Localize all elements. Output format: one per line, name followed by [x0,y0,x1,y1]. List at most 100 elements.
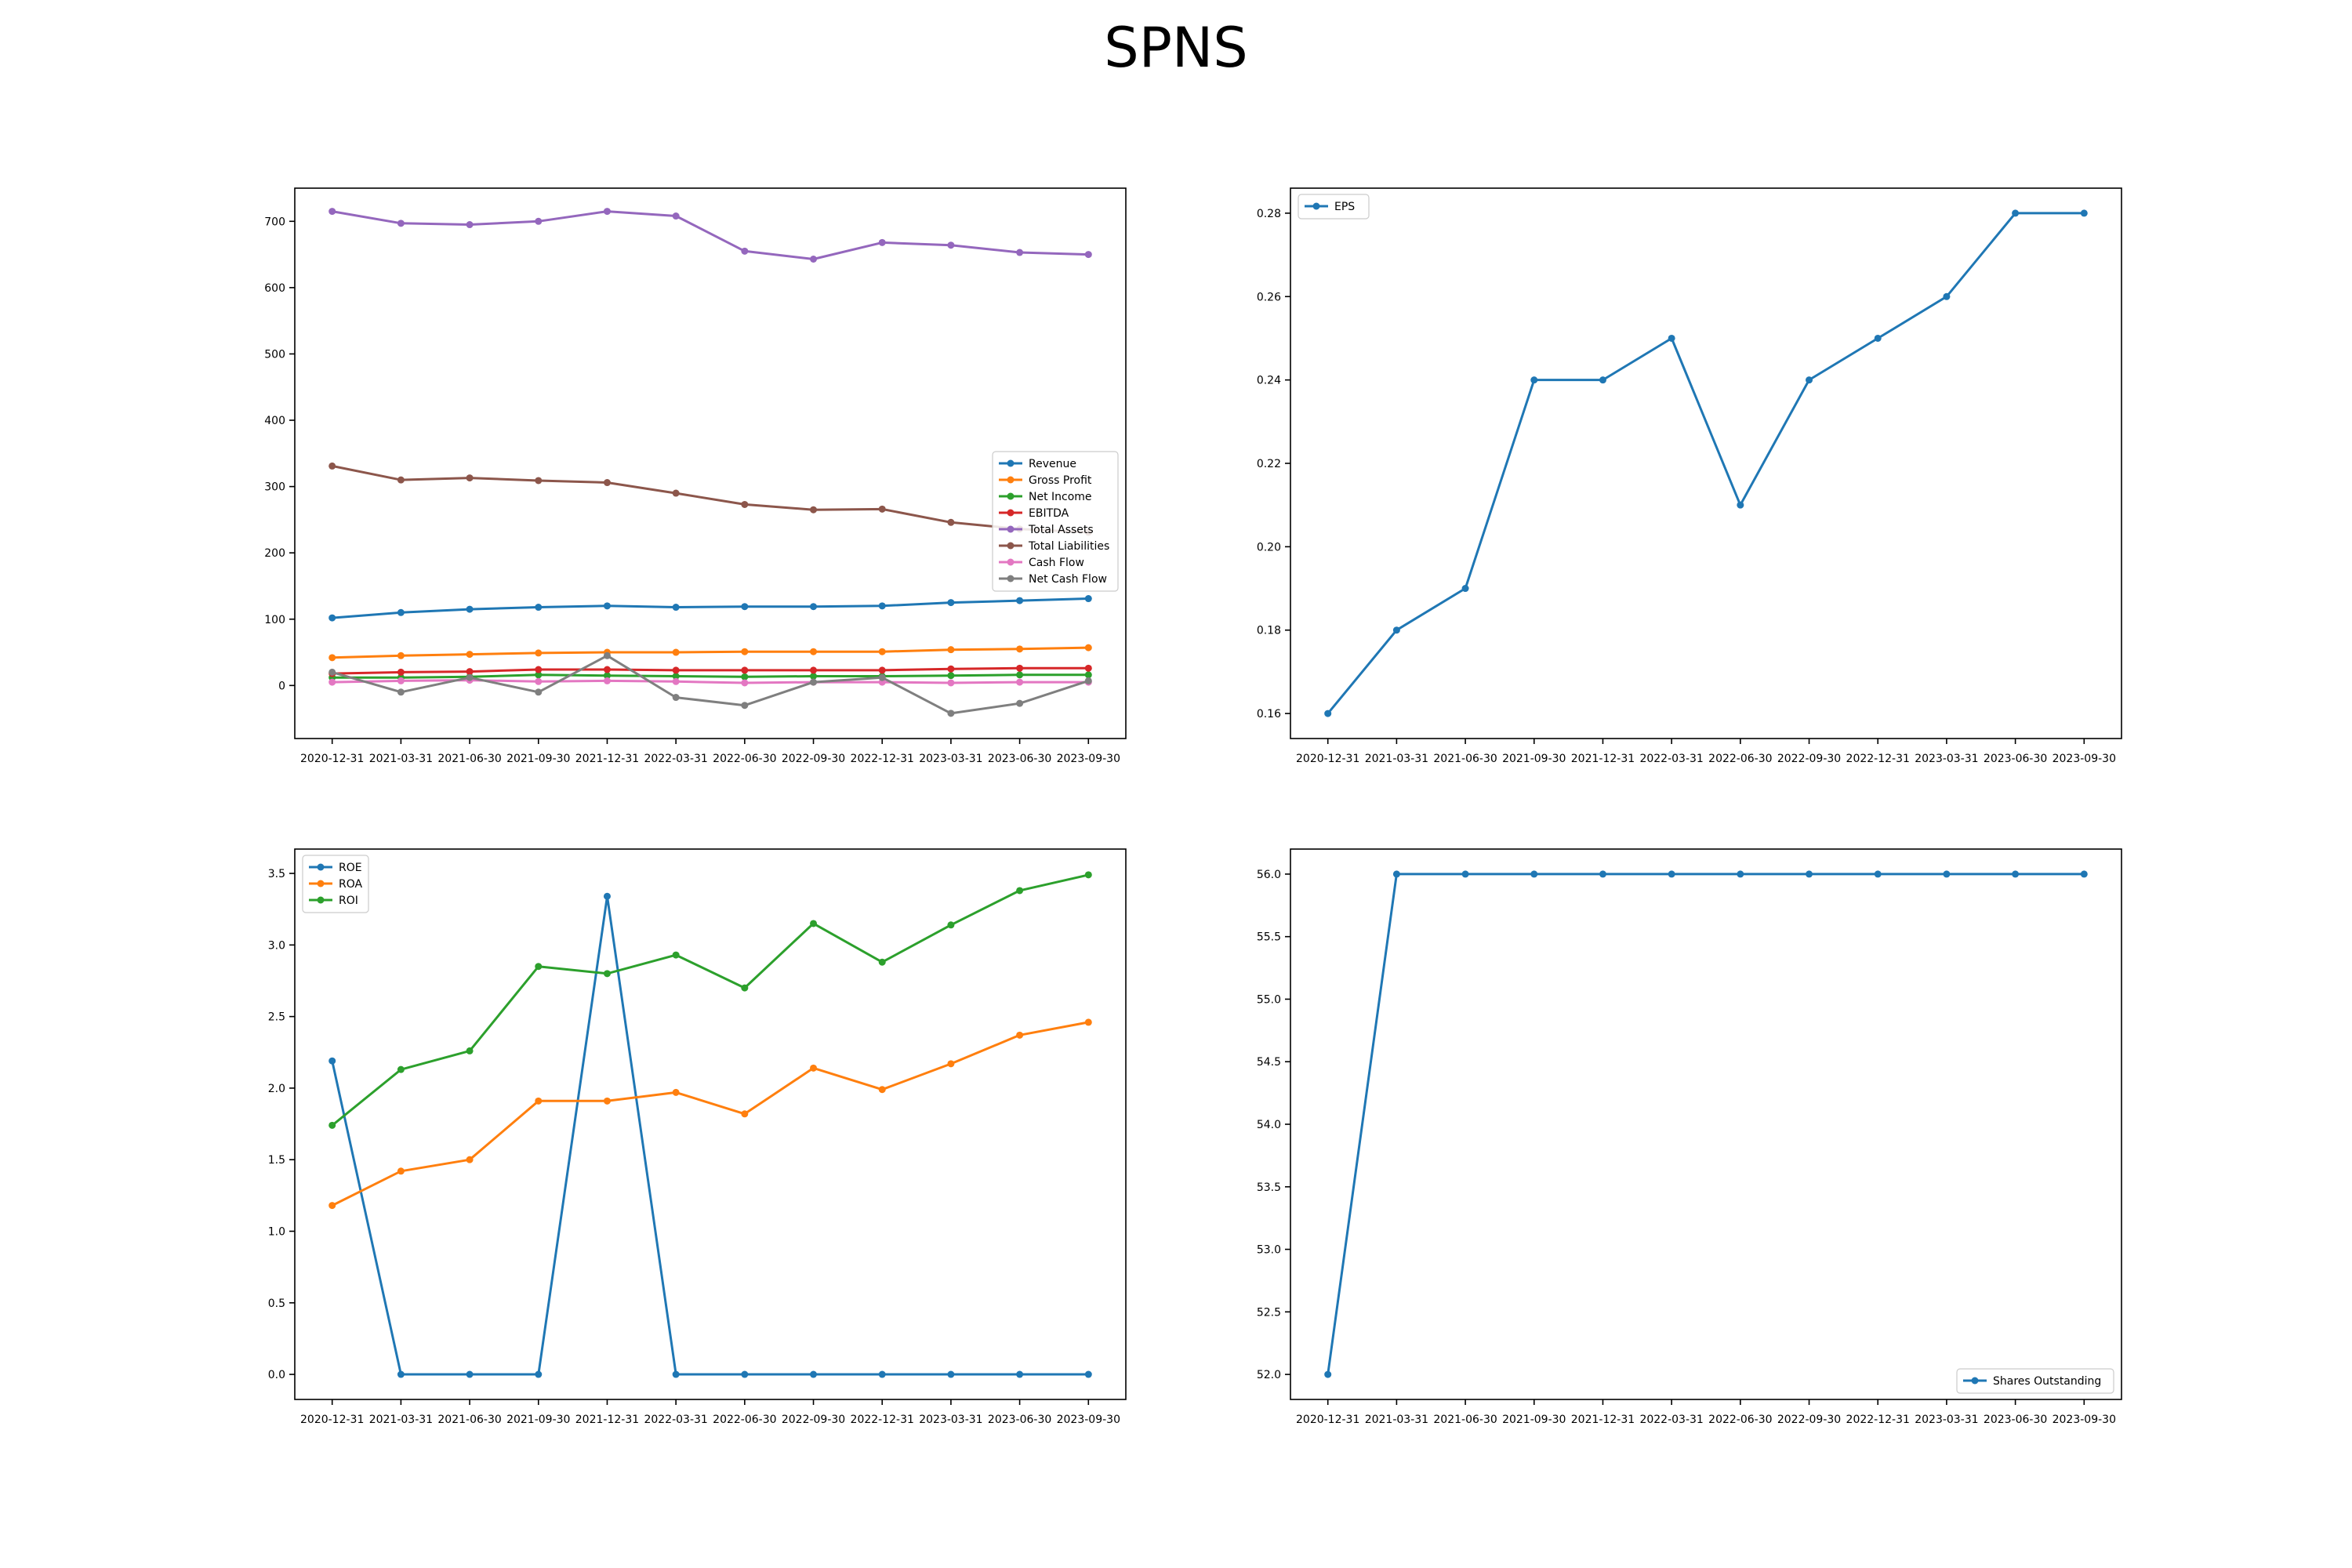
x-tick-label: 2021-12-31 [1571,1414,1635,1426]
data-point [810,1064,818,1072]
x-tick-label: 2021-03-31 [369,1414,433,1426]
data-point [741,984,749,992]
x-tick-label: 2022-03-31 [1639,753,1703,765]
data-point [672,672,680,680]
data-point [741,500,749,508]
legend-label: Net Income [1029,491,1092,503]
series-line-net-cash-flow [332,654,1089,715]
legend-box [1956,1368,2114,1394]
x-tick-label: 2020-12-31 [300,753,364,765]
y-tick-label: 1.5 [268,1154,285,1167]
data-point [810,506,818,514]
x-tick-label: 2022-12-31 [1846,753,1910,765]
axes-frame [1290,187,2122,739]
data-point [741,666,749,674]
x-tick-label: 2021-06-30 [437,1414,501,1426]
series-line-gross-profit [332,646,1089,659]
x-tick-label: 2023-09-30 [2053,753,2116,765]
data-point [328,614,336,622]
data-point [947,665,955,673]
legend-marker [317,863,325,871]
x-tick-label: 2021-09-30 [506,753,570,765]
data-point [947,599,955,607]
data-point [947,1060,955,1068]
data-point [328,1121,336,1129]
y-tick-label: 0.5 [268,1298,285,1310]
data-point [1324,710,1332,717]
x-tick-label: 2022-09-30 [782,1414,845,1426]
legend-label: EPS [1334,201,1355,213]
data-point [1874,334,1882,342]
data-point [603,1097,611,1105]
data-point [603,672,611,680]
data-point [1016,1031,1024,1039]
x-tick-label: 2022-06-30 [1708,1414,1772,1426]
x-tick-label: 2023-03-31 [1915,753,1978,765]
legend-label: Gross Profit [1029,474,1092,487]
y-tick-label: 53.0 [1257,1244,1281,1257]
data-point [810,603,818,611]
y-tick-label: 2.5 [268,1011,285,1024]
legend-label: Shares Outstanding [1993,1375,2101,1388]
legend-marker [1007,459,1014,467]
data-point [878,238,886,246]
x-tick-label: 2023-03-31 [919,753,982,765]
data-point [603,677,611,684]
data-point [741,603,749,611]
data-point [466,1156,474,1163]
data-point [603,479,611,487]
data-point [397,1065,405,1073]
x-tick-label: 2023-06-30 [988,753,1051,765]
data-point [397,476,405,484]
data-point [672,666,680,674]
legend-label: EBITDA [1029,507,1069,520]
page-title: SPNS [1104,16,1248,80]
data-point [1461,585,1469,593]
data-point [1530,870,1538,878]
data-point [672,604,680,612]
x-tick-label: 2022-09-30 [782,753,845,765]
data-point [466,221,474,229]
data-point [1084,251,1092,259]
x-tick-label: 2021-06-30 [1433,753,1497,765]
data-point [1599,376,1606,384]
data-point [1530,376,1538,384]
data-point [466,605,474,613]
data-point [1084,677,1092,684]
data-point [1084,671,1092,679]
x-tick-label: 2021-12-31 [575,753,639,765]
y-tick-label: 3.5 [268,868,285,880]
data-point [741,702,749,710]
data-point [1016,664,1024,672]
data-point [1084,644,1092,652]
data-point [878,666,886,674]
y-tick-label: 0.26 [1257,291,1281,303]
data-point [1461,870,1469,878]
x-tick-label: 2022-06-30 [1708,753,1772,765]
data-point [535,604,543,612]
data-point [397,608,405,616]
series-line-roa [332,1021,1089,1207]
legend-marker [1007,542,1014,550]
x-tick-label: 2023-06-30 [1984,753,2047,765]
data-point [1016,645,1024,653]
data-point [810,672,818,680]
series-line-eps [1327,212,2085,715]
data-point [1016,678,1024,686]
data-point [878,673,886,681]
data-point [947,241,955,249]
data-point [603,602,611,610]
legend-label: Total Liabilities [1028,540,1109,553]
legend-marker [317,896,325,904]
data-point [1392,870,1400,878]
x-tick-label: 2021-09-30 [506,1414,570,1426]
data-point [947,672,955,680]
data-point [397,1167,405,1175]
data-point [603,892,611,900]
data-point [672,677,680,685]
data-point [535,688,543,696]
data-point [878,1086,886,1094]
data-point [1016,887,1024,895]
data-point [947,921,955,929]
x-tick-label: 2021-12-31 [1571,753,1635,765]
